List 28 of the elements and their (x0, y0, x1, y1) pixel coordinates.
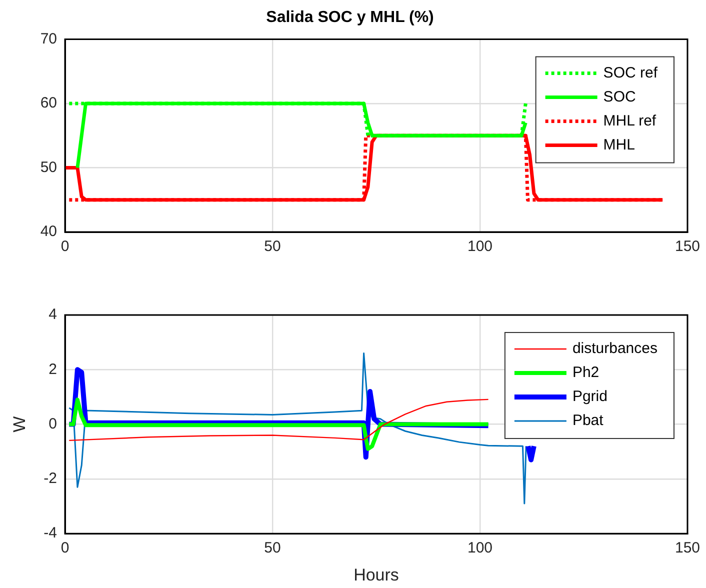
legend-label: MHL (603, 136, 635, 154)
legend-label: Pgrid (572, 388, 608, 406)
x-tick-label: 150 (674, 540, 700, 557)
x-tick-label: 0 (60, 540, 70, 557)
x-tick-label: 100 (467, 540, 493, 557)
y-axis-title: W (10, 416, 29, 432)
y-tick-label: -2 (44, 470, 57, 488)
x-axis-title: Hours (354, 565, 399, 584)
x-tick-label: 50 (264, 540, 281, 557)
y-tick-label: 2 (48, 360, 57, 378)
legend-label: Pbat (572, 412, 604, 430)
y-tick-label: -4 (44, 524, 57, 542)
y-tick-label: 40 (40, 223, 57, 240)
y-tick-label: 0 (48, 415, 57, 432)
x-tick-label: 100 (467, 238, 493, 256)
y-tick-label: 70 (40, 30, 57, 48)
legend-label: Ph2 (572, 364, 600, 382)
x-tick-label: 0 (60, 238, 70, 256)
legend-label: SOC (603, 88, 636, 106)
y-tick-label: 50 (40, 158, 57, 176)
y-tick-label: 4 (48, 306, 57, 324)
x-tick-label: 150 (674, 238, 700, 256)
legend-label: SOC ref (603, 64, 658, 82)
x-tick-label: 50 (264, 238, 281, 256)
legend-label: MHL ref (603, 112, 657, 130)
y-tick-label: 60 (40, 94, 57, 112)
legend-label: disturbances (572, 340, 658, 358)
chart-title: Salida SOC y MHL (%) (266, 9, 434, 26)
